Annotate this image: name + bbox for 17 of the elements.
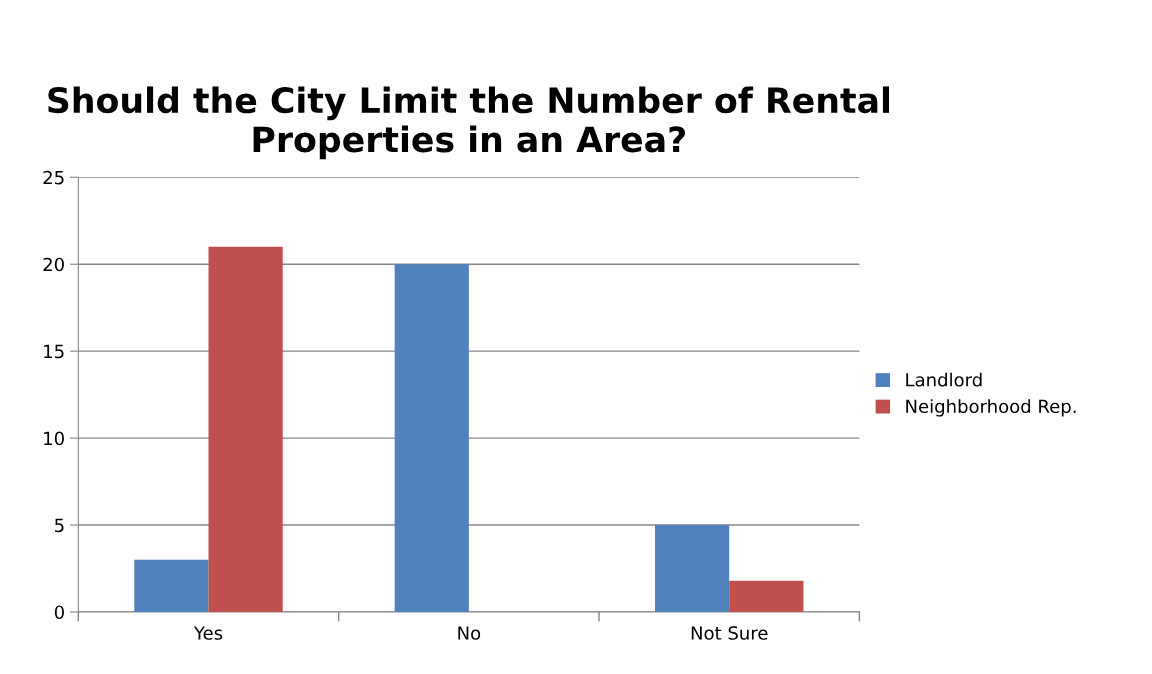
legend-label: Neighborhood Rep. [906,399,1076,417]
x-tick-label: Yes [193,626,223,640]
y-tick-label: 15 [44,344,64,359]
x-tick-label: No [458,626,481,640]
bar [729,580,804,612]
y-tick-label: 10 [44,431,64,446]
y-tick-label: 25 [43,170,64,185]
legend-label: Landlord [906,372,982,387]
bar [134,559,209,612]
y-tick-label: 20 [43,257,64,272]
y-tick-label: 5 [55,518,64,533]
y-tick-label: 0 [54,605,64,620]
bar [655,525,730,612]
bar [208,246,283,612]
chart-title: Should the City Limit the Number of Rental Properties in an Area? [48,86,890,160]
x-tick-label: Not Sure [691,626,768,640]
bar [394,264,469,612]
